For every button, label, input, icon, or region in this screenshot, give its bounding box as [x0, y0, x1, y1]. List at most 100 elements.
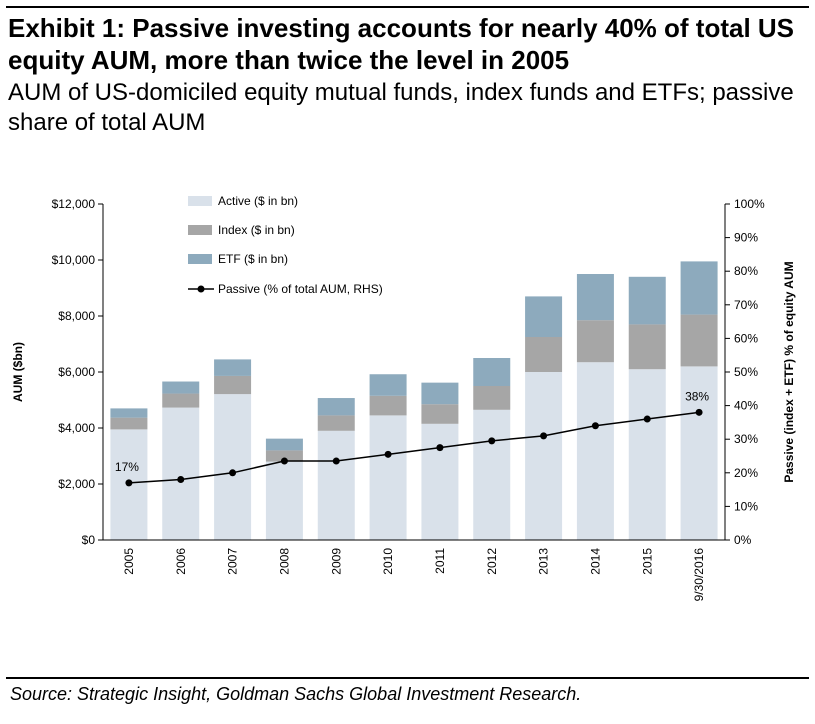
passive-point-3: [280, 457, 288, 465]
bar-etf-10: [628, 276, 666, 325]
bar-etf-1: [162, 381, 200, 394]
aum-chart: $0 $2,000 $4,000 $6,000 $8,000 $10,000 $12,000…: [11, 194, 796, 601]
legend-label-1: Index ($ in bn): [218, 223, 295, 237]
bar-index-10: [628, 324, 666, 370]
x-tick-label: 2007: [226, 548, 240, 575]
x-tick-label: 2010: [381, 548, 395, 575]
y2-tick-label: 10%: [734, 499, 758, 513]
x-tick-label: 2011: [433, 548, 447, 574]
bar-layer: [110, 261, 718, 540]
bar-index-6: [421, 404, 459, 424]
x-tick-label: 2006: [174, 548, 188, 575]
exhibit-subtitle: AUM of US-domiciled equity mutual funds,…: [8, 79, 794, 136]
y2-tick-label: 0%: [734, 533, 752, 547]
top-rule: [6, 6, 809, 8]
legend-swatch-2: [188, 254, 212, 264]
bar-active-1: [162, 407, 200, 540]
passive-data-label: 17%: [115, 460, 139, 474]
y-axis-title: AUM ($bn): [11, 342, 25, 402]
y2-tick-label: 70%: [734, 298, 758, 312]
passive-point-0: [125, 479, 133, 487]
bar-active-10: [628, 369, 666, 540]
y-tick-label: $6,000: [58, 365, 95, 379]
bar-etf-7: [473, 358, 511, 386]
y-tick-label: $12,000: [52, 197, 96, 211]
bar-etf-6: [421, 382, 459, 405]
passive-data-label: 38%: [685, 389, 709, 403]
x-tick-label: 2005: [122, 548, 136, 575]
y2-tick-label: 100%: [734, 197, 765, 211]
bar-index-9: [576, 320, 614, 363]
legend-swatch-1: [188, 225, 212, 235]
passive-line-layer: 17% 38%: [115, 389, 709, 487]
y2-tick-label: 20%: [734, 466, 758, 480]
bar-index-4: [317, 415, 355, 431]
legend: Active ($ in bn) Index ($ in bn) ETF ($ in…: [188, 194, 383, 296]
bar-index-1: [162, 393, 200, 408]
bar-active-8: [525, 372, 563, 540]
bar-index-2: [214, 375, 252, 395]
bar-index-5: [369, 395, 407, 416]
x-tick-label: 2009: [329, 548, 343, 575]
passive-point-1: [177, 476, 185, 484]
x-tick-label: 2014: [588, 548, 602, 575]
y2-tick-label: 90%: [734, 231, 758, 245]
bar-active-7: [473, 409, 511, 540]
x-tick-label: 2015: [640, 548, 654, 575]
passive-point-6: [436, 444, 444, 452]
bar-etf-0: [110, 408, 148, 418]
y2-axis-title: Passive (index + ETF) % of equity AUM: [782, 261, 796, 482]
y-tick-label: $4,000: [58, 421, 95, 435]
exhibit-title: Exhibit 1: Passive investing accounts fo…: [8, 13, 795, 75]
bar-etf-11: [680, 261, 718, 315]
bar-etf-4: [317, 398, 355, 416]
y-tick-label: $10,000: [52, 253, 96, 267]
legend-label-0: Active ($ in bn): [218, 194, 298, 208]
bar-index-3: [265, 450, 303, 462]
legend-swatch-0: [188, 196, 212, 206]
bottom-rule: [6, 677, 809, 679]
y2-tick-label: 50%: [734, 365, 758, 379]
passive-point-8: [540, 432, 548, 440]
passive-line: [128, 411, 700, 484]
y2-tick-label: 40%: [734, 399, 758, 413]
bar-index-7: [473, 386, 511, 410]
bar-active-9: [576, 362, 614, 540]
axis-layer: $0 $2,000 $4,000 $6,000 $8,000 $10,000 $12,000…: [11, 197, 796, 601]
bar-index-8: [525, 337, 563, 372]
passive-point-9: [591, 422, 599, 430]
x-tick-label: 2008: [277, 548, 291, 575]
passive-point-2: [229, 469, 237, 477]
y2-tick-label: 60%: [734, 331, 758, 345]
passive-point-7: [488, 437, 496, 445]
y2-tick-label: 80%: [734, 264, 758, 278]
bar-active-5: [369, 415, 407, 540]
legend-line-marker: [197, 285, 205, 293]
x-tick-label: 2012: [485, 548, 499, 575]
bar-etf-5: [369, 374, 407, 396]
y2-tick-label: 30%: [734, 432, 758, 446]
legend-label-passive: Passive (% of total AUM, RHS): [218, 282, 383, 296]
bar-etf-3: [265, 438, 303, 451]
bar-active-6: [421, 423, 459, 540]
bar-active-2: [214, 394, 252, 540]
bar-etf-2: [214, 359, 252, 376]
passive-point-10: [643, 415, 651, 423]
bar-index-11: [680, 314, 718, 367]
y-tick-label: $2,000: [58, 477, 95, 491]
legend-label-2: ETF ($ in bn): [218, 252, 288, 266]
bar-etf-9: [576, 274, 614, 321]
bar-active-11: [680, 366, 718, 540]
x-tick-label: 2013: [537, 548, 551, 575]
passive-point-5: [384, 450, 392, 458]
bar-index-0: [110, 417, 148, 430]
y-tick-label: $8,000: [58, 309, 95, 323]
bar-active-4: [317, 430, 355, 540]
passive-point-4: [332, 457, 340, 465]
x-tick-label: 9/30/2016: [692, 548, 706, 602]
bar-etf-8: [525, 296, 563, 337]
source-note: Source: Strategic Insight, Goldman Sachs…: [10, 684, 582, 704]
bar-active-3: [265, 461, 303, 540]
passive-point-11: [695, 408, 703, 416]
y-tick-label: $0: [82, 533, 96, 547]
